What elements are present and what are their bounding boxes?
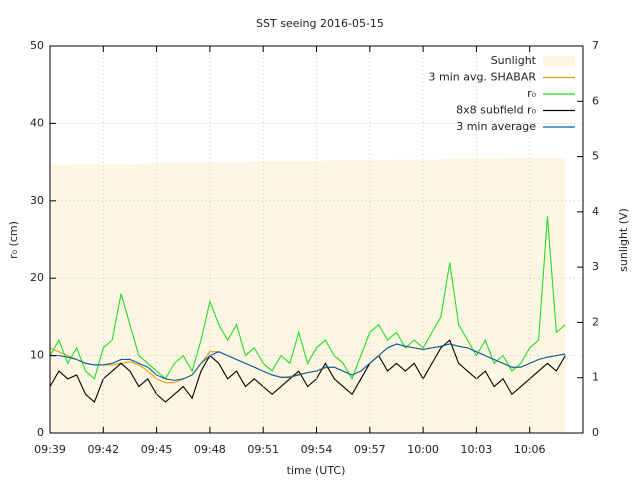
y-tick-label: 20 — [30, 271, 44, 284]
x-tick-label: 10:06 — [514, 443, 546, 456]
series-line — [50, 343, 566, 381]
y2-tick-label: 6 — [592, 94, 599, 107]
y2-tick-label: 1 — [592, 371, 599, 384]
y-tick-label: 30 — [30, 194, 44, 207]
y2-tick-label: 5 — [592, 150, 599, 163]
x-tick-label: 10:03 — [461, 443, 493, 456]
y2-tick-label: 4 — [592, 205, 599, 218]
legend-label: 8x8 subfield r₀ — [456, 104, 536, 117]
y-tick-label: 50 — [30, 39, 44, 52]
y-axis-label: r₀ (cm) — [7, 221, 20, 259]
y2-tick-label: 7 — [592, 39, 599, 52]
y2-tick-label: 3 — [592, 260, 599, 273]
x-tick-label: 09:51 — [247, 443, 279, 456]
series-line — [49, 216, 566, 381]
legend-label: r₀ — [527, 87, 537, 100]
y-tick-label: 0 — [37, 426, 44, 439]
sunlight-area — [50, 158, 566, 434]
chart-title: SST seeing 2016-05-15 — [256, 17, 384, 30]
x-tick-label: 09:45 — [141, 443, 173, 456]
y2-axis-label: sunlight (V) — [617, 208, 630, 272]
x-tick-label: 09:39 — [34, 443, 66, 456]
x-tick-label: 09:42 — [87, 443, 119, 456]
plot-frame — [49, 45, 584, 434]
y-tick-label: 10 — [30, 349, 44, 362]
legend-label: 3 min avg. SHABAR — [429, 71, 537, 84]
y2-tick-label: 0 — [592, 426, 599, 439]
x-tick-label: 09:54 — [301, 443, 333, 456]
y2-tick-label: 2 — [592, 315, 599, 328]
legend-label: Sunlight — [491, 54, 537, 67]
x-tick-label: 09:48 — [194, 443, 226, 456]
legend-label: 3 min average — [456, 120, 536, 133]
x-tick-label: 09:57 — [354, 443, 386, 456]
x-tick-label: 10:00 — [407, 443, 439, 456]
series-line — [49, 339, 566, 403]
y-tick-label: 40 — [30, 116, 44, 129]
legend-swatch — [543, 56, 575, 66]
x-axis-label: time (UTC) — [287, 464, 346, 477]
